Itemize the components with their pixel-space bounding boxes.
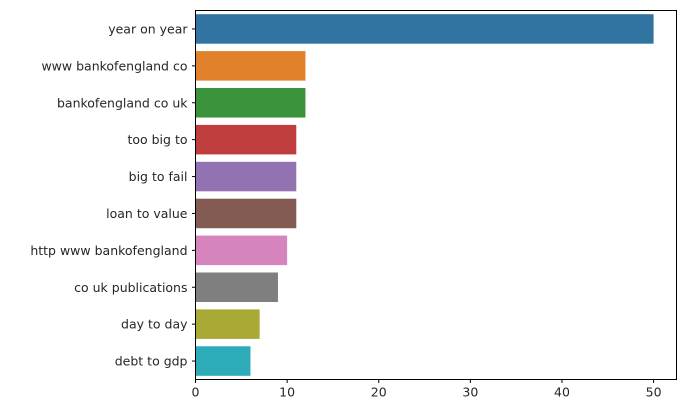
x-tick-label: 0 (192, 385, 200, 400)
bar-3 (195, 87, 306, 118)
y-tick-label: http www bankofengland (30, 243, 187, 258)
bar-1 (195, 14, 654, 44)
x-tick-label: 30 (462, 385, 478, 400)
x-tick-label: 40 (554, 385, 570, 400)
x-tick-label: 50 (646, 385, 662, 400)
bar-2 (195, 51, 306, 81)
bar-9 (195, 309, 260, 339)
y-tick-label: www bankofengland co (41, 58, 187, 73)
bar-5 (195, 161, 297, 192)
y-tick-label: too big to (127, 132, 187, 147)
bar-4 (195, 124, 297, 155)
y-tick-label: year on year (108, 21, 188, 36)
bar-8 (195, 272, 278, 303)
y-tick-labels: year on year www bankofengland co bankofen… (30, 21, 196, 369)
bar-10 (195, 346, 251, 376)
x-tick-label: 10 (279, 385, 295, 400)
bars-group (195, 14, 654, 376)
x-tick-label: 20 (371, 385, 387, 400)
y-tick-label: co uk publications (74, 280, 187, 295)
y-tick-label: loan to value (106, 206, 188, 221)
y-tick-label: day to day (121, 317, 188, 332)
bar-6 (195, 198, 297, 229)
bar-7 (195, 235, 288, 266)
y-tick-label: big to fail (129, 169, 188, 184)
x-ticks: 0 10 20 30 40 50 (192, 379, 662, 400)
plot-frame (195, 10, 677, 380)
y-tick-label: debt to gdp (115, 354, 188, 369)
y-tick-label: bankofengland co uk (57, 95, 188, 110)
